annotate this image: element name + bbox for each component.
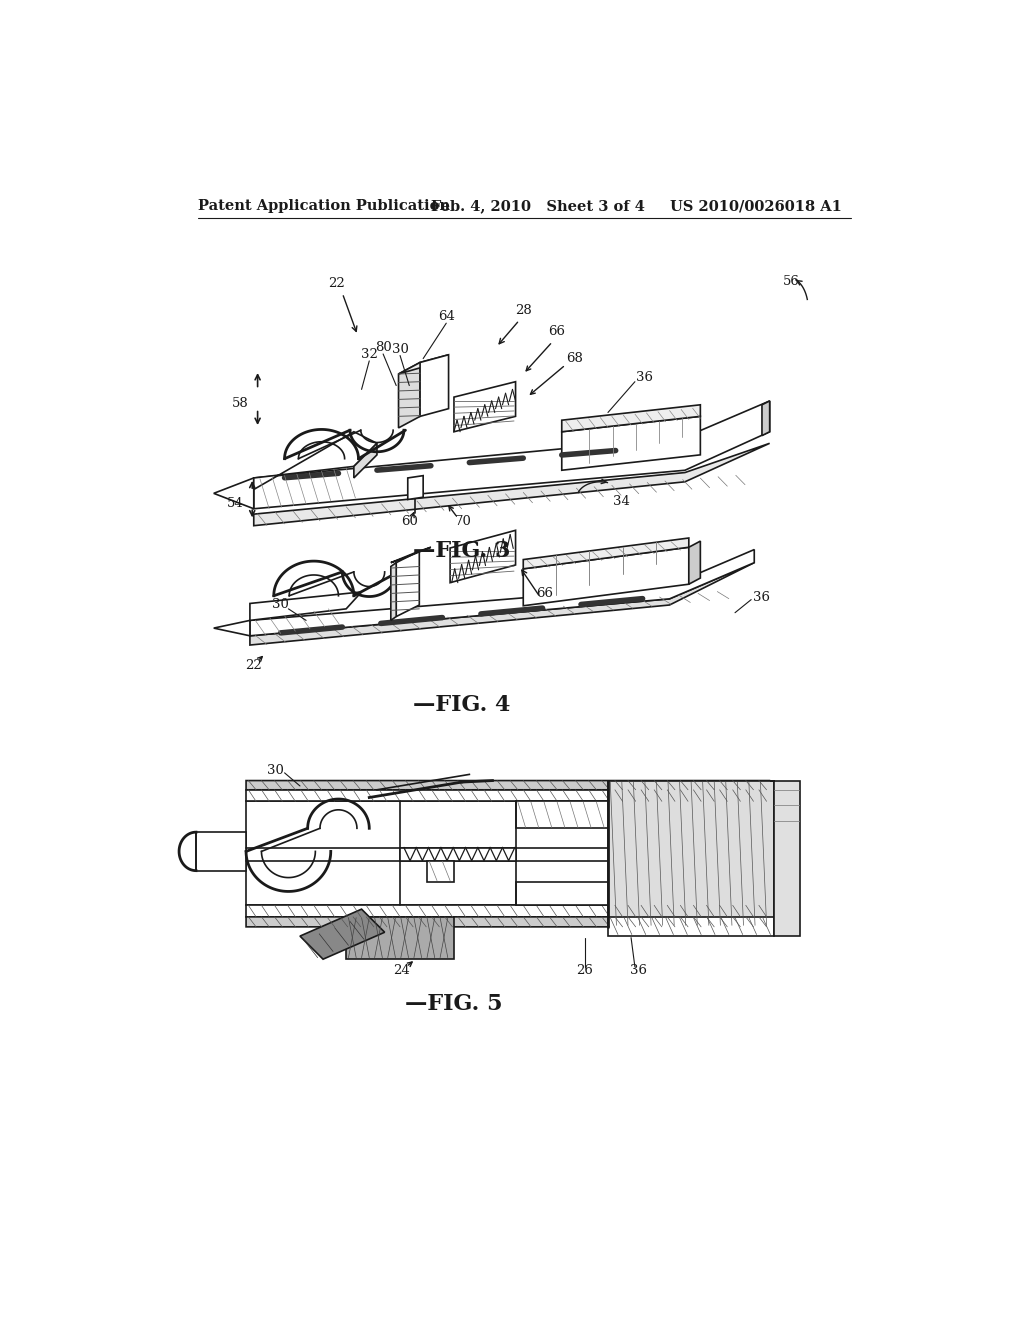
Polygon shape <box>398 363 420 428</box>
Polygon shape <box>246 780 773 789</box>
Text: —FIG. 3: —FIG. 3 <box>413 540 510 562</box>
Polygon shape <box>562 416 700 470</box>
Text: Patent Application Publication: Patent Application Publication <box>199 199 451 213</box>
Polygon shape <box>420 355 449 416</box>
Text: 70: 70 <box>455 515 472 528</box>
Text: 58: 58 <box>231 397 249 409</box>
Text: 22: 22 <box>246 659 262 672</box>
Polygon shape <box>250 549 755 636</box>
Polygon shape <box>451 531 515 582</box>
Polygon shape <box>214 478 254 508</box>
Polygon shape <box>689 541 700 585</box>
Polygon shape <box>214 620 250 636</box>
Polygon shape <box>246 801 773 906</box>
Text: —FIG. 4: —FIG. 4 <box>413 694 510 715</box>
Text: 28: 28 <box>515 305 531 317</box>
Polygon shape <box>391 548 431 562</box>
Text: 34: 34 <box>613 495 630 508</box>
Polygon shape <box>254 444 770 525</box>
Text: 22: 22 <box>329 277 345 289</box>
Polygon shape <box>391 562 396 620</box>
Text: Feb. 4, 2010   Sheet 3 of 4: Feb. 4, 2010 Sheet 3 of 4 <box>431 199 645 213</box>
Polygon shape <box>246 789 773 801</box>
Polygon shape <box>398 355 449 374</box>
Text: 26: 26 <box>577 964 593 977</box>
Polygon shape <box>427 861 454 882</box>
Text: 24: 24 <box>393 964 410 977</box>
Polygon shape <box>196 832 246 871</box>
Text: 56: 56 <box>782 275 800 288</box>
Polygon shape <box>396 552 419 616</box>
Polygon shape <box>400 847 515 861</box>
Text: 36: 36 <box>636 371 652 384</box>
Text: 80: 80 <box>375 341 391 354</box>
Polygon shape <box>515 801 608 829</box>
Text: 30: 30 <box>272 598 289 611</box>
Text: 68: 68 <box>566 352 584 366</box>
Polygon shape <box>770 780 801 936</box>
Text: US 2010/0026018 A1: US 2010/0026018 A1 <box>670 199 842 213</box>
Polygon shape <box>254 401 770 508</box>
Text: 64: 64 <box>438 310 455 323</box>
Text: —FIG. 5: —FIG. 5 <box>406 993 503 1015</box>
Polygon shape <box>300 909 385 960</box>
Text: 32: 32 <box>360 348 378 362</box>
Polygon shape <box>608 780 773 927</box>
Polygon shape <box>408 475 423 499</box>
Polygon shape <box>250 562 755 645</box>
Text: 30: 30 <box>267 764 284 777</box>
Text: 66: 66 <box>548 325 565 338</box>
Polygon shape <box>562 405 700 432</box>
Polygon shape <box>608 917 773 936</box>
Polygon shape <box>250 591 361 620</box>
Polygon shape <box>523 548 689 606</box>
Text: 36: 36 <box>630 964 647 977</box>
Polygon shape <box>246 917 777 927</box>
Polygon shape <box>254 432 377 490</box>
Polygon shape <box>523 539 689 569</box>
Polygon shape <box>762 401 770 436</box>
Text: 30: 30 <box>391 343 409 356</box>
Text: 36: 36 <box>753 591 770 603</box>
Polygon shape <box>515 882 608 906</box>
Text: 66: 66 <box>537 587 553 601</box>
Polygon shape <box>454 381 515 432</box>
Text: 54: 54 <box>227 496 244 510</box>
Polygon shape <box>354 444 377 478</box>
Text: 60: 60 <box>400 515 418 528</box>
Polygon shape <box>346 917 454 960</box>
Polygon shape <box>246 906 773 917</box>
